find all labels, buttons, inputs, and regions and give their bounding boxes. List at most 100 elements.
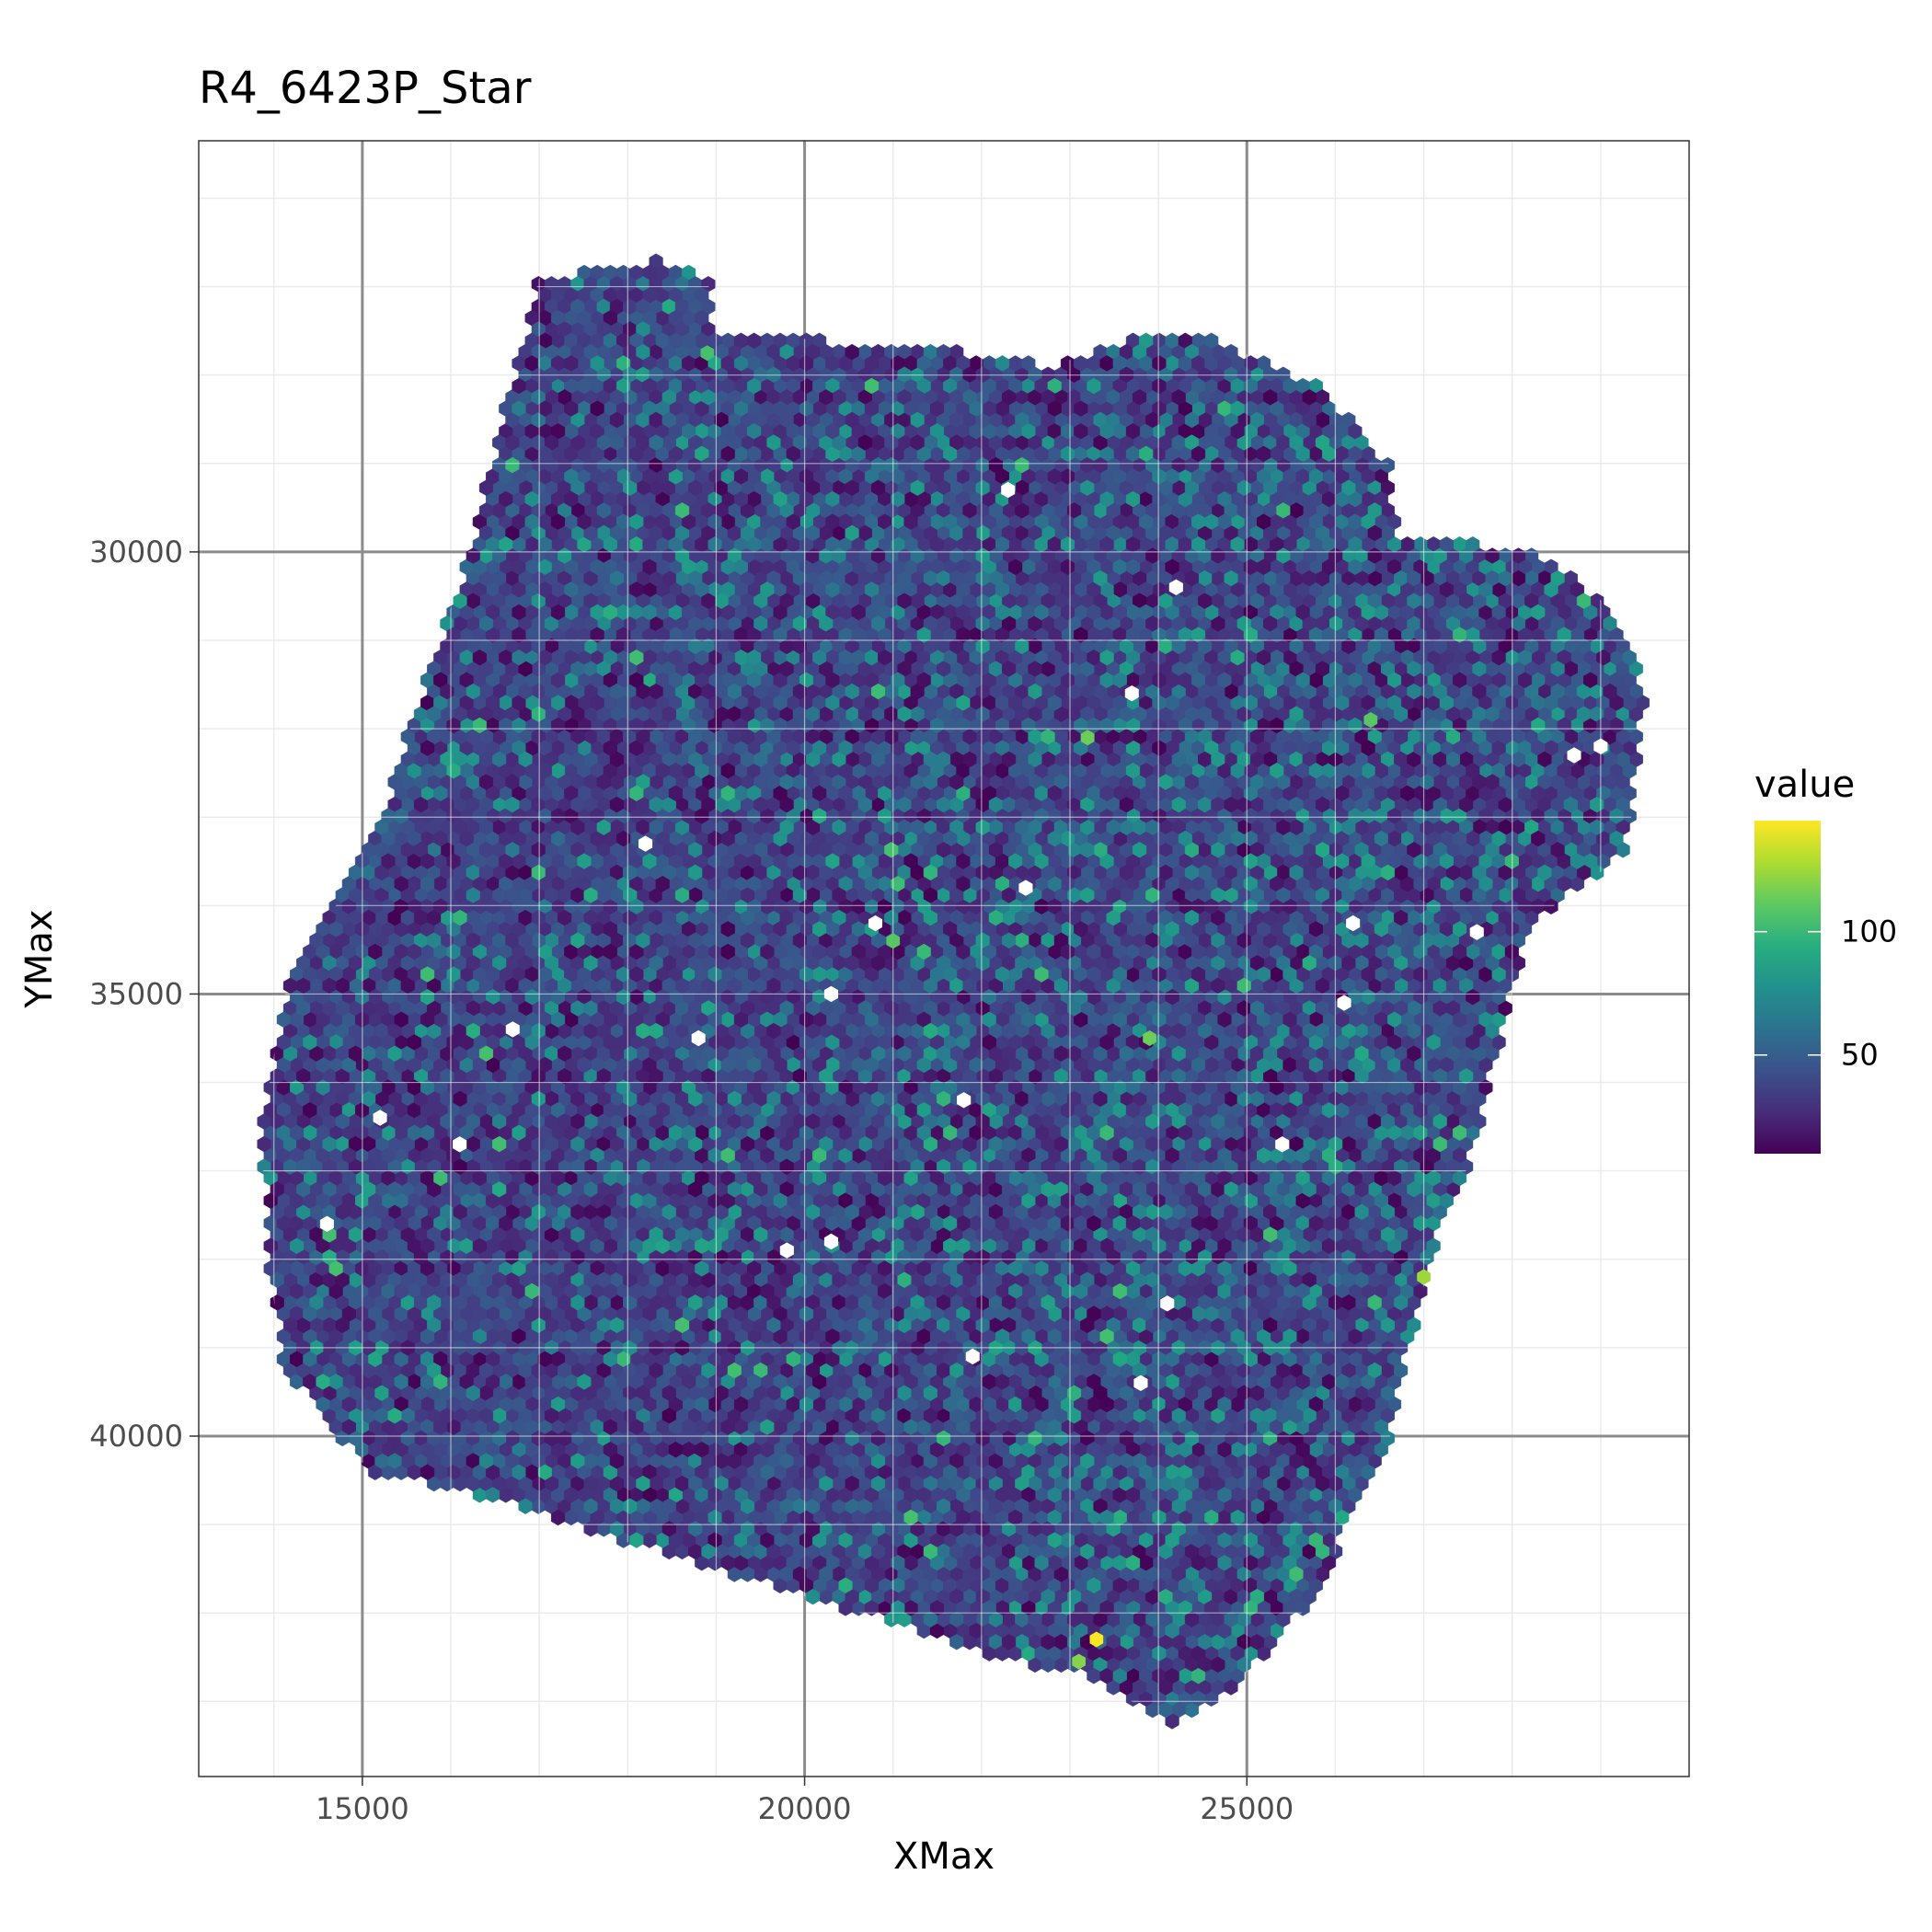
hex-bin-group [1015, 456, 1447, 1153]
hex-bin-group [812, 1147, 1382, 1311]
hex-bin-group [720, 1147, 735, 1164]
empty-bin [1124, 685, 1139, 702]
hex-bin-group [943, 1124, 958, 1142]
empty-bins [319, 481, 1608, 1391]
hex-bin-group [857, 706, 1023, 1255]
empty-bin [965, 1348, 980, 1365]
empty-bin [957, 1092, 972, 1109]
hex-bin-group [531, 592, 1592, 1560]
hex-bin-group [270, 921, 1088, 1198]
empty-bin [823, 985, 838, 1003]
hex-bin-group [1099, 1328, 1114, 1345]
hex-bin-group [720, 785, 1329, 1560]
hex-bin-group [603, 740, 1421, 1537]
hex-bin-group [603, 604, 1003, 926]
hex-bin-group [446, 604, 1500, 1469]
hex-bin-group [387, 762, 461, 1424]
hex-bin-group [884, 842, 918, 1526]
empty-bin [638, 835, 653, 852]
x-tick-label: 25000 [1200, 1791, 1294, 1826]
hex-bin-group [263, 411, 1480, 1594]
empty-bin [505, 1021, 520, 1038]
hex-bin-group [328, 1260, 343, 1277]
empty-bin [823, 1233, 838, 1250]
empty-bin [1346, 914, 1361, 932]
legend-tick-label: 100 [1841, 914, 1897, 949]
y-tick-label: 30000 [89, 535, 183, 569]
hex-bin-group [786, 1351, 800, 1368]
x-axis: 15000 20000 25000 [316, 1777, 1294, 1826]
hex-bin-group [427, 490, 1552, 1605]
hex-bin-group [362, 762, 1584, 1560]
hex-bin-group [531, 706, 546, 722]
empty-bin [453, 1136, 467, 1153]
hex-bin-group [570, 547, 1506, 1266]
y-axis: 30000 35000 40000 [89, 535, 199, 1454]
hex-bin-group [1302, 955, 1317, 972]
empty-bin [1275, 1136, 1290, 1153]
empty-bin [691, 1029, 706, 1047]
empty-bin [1018, 880, 1033, 896]
hex-bin-group [433, 1169, 448, 1187]
y-tick-label: 40000 [89, 1419, 183, 1454]
hex-bin-group [492, 1181, 507, 1198]
hex-bin-group [773, 490, 788, 508]
hex-bin-group [478, 1045, 690, 1334]
highlight-bin [1417, 1269, 1431, 1285]
hex-bin-group [400, 468, 1375, 1469]
hex-bin-group [1112, 966, 1127, 983]
hex-bin-group [316, 411, 1617, 1571]
hex-bin-group [381, 422, 1512, 1560]
empty-bin [1567, 747, 1581, 764]
hex-bin-group [348, 627, 1519, 1458]
empty-bin [1337, 995, 1351, 1011]
hex-bin-group [413, 411, 1487, 1685]
legend-tick-label: 50 [1841, 1038, 1879, 1073]
highlight-bin [1080, 730, 1095, 746]
hex-bin-group [505, 456, 1474, 1526]
hex-bin-group [303, 535, 1460, 1627]
x-tick-label: 15000 [316, 1791, 409, 1826]
hex-bins [257, 253, 1650, 1730]
highlight-bins [700, 345, 1431, 1670]
hex-bin-group [1125, 864, 1395, 1571]
hex-bin-group [649, 842, 1369, 1526]
hex-bin-group [492, 377, 879, 1153]
color-legend: value 50 100 [1754, 764, 1897, 1154]
hex-bin-group [512, 695, 1258, 1548]
hex-bin-group [466, 513, 1264, 1650]
hex-bin-group [499, 535, 840, 1548]
empty-bin [1133, 1374, 1148, 1391]
empty-bin [319, 1215, 334, 1232]
hex-bin-group [891, 875, 1304, 1582]
hex-bin-group [937, 627, 1467, 1108]
hex-bin-group [871, 683, 1467, 1142]
hex-bin-group [466, 887, 1264, 1605]
empty-bin [1168, 579, 1183, 595]
empty-bin [1593, 738, 1608, 754]
y-tick-label: 35000 [89, 976, 183, 1011]
hex-bin-group [505, 411, 1415, 1492]
plot-border [198, 140, 1690, 1777]
highlight-bin [1089, 1631, 1104, 1648]
hex-bin-group [420, 592, 1539, 1662]
hex-bin-group [316, 627, 1258, 1390]
hex-bin-group [1034, 966, 1049, 983]
hex-bin-group [537, 558, 996, 1616]
highlight-bin [1363, 712, 1378, 728]
hex-bin-group [478, 502, 1356, 1435]
hex-bin-group [420, 966, 435, 983]
hex-bin-group [296, 445, 1317, 1537]
highlight-bin [1072, 1653, 1086, 1670]
x-tick-label: 20000 [758, 1791, 852, 1826]
hex-bin-group [1263, 1317, 1278, 1334]
legend-colorbar [1754, 821, 1821, 1154]
hex-bin-group [629, 785, 951, 1447]
hex-bin-group [537, 808, 827, 1481]
highlight-bin [700, 345, 715, 362]
empty-bin [1001, 481, 1016, 499]
hex-bin-group [623, 558, 1487, 1221]
highlight-bin [886, 933, 901, 949]
x-axis-title: XMax [893, 1835, 995, 1878]
